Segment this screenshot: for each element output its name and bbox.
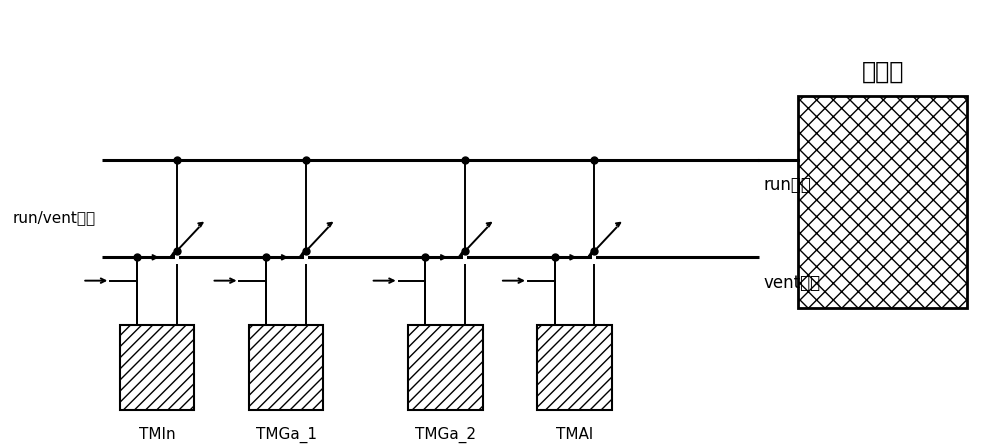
Text: run/vent阀门: run/vent阀门 <box>13 211 96 226</box>
Text: 反应室: 反应室 <box>862 59 904 83</box>
Bar <box>408 325 483 410</box>
Text: TMGa_1: TMGa_1 <box>256 427 317 443</box>
Text: TMGa_2: TMGa_2 <box>415 427 476 443</box>
Text: vent管道: vent管道 <box>764 274 821 292</box>
Bar <box>249 325 323 410</box>
Bar <box>537 325 612 410</box>
Bar <box>120 325 194 410</box>
Bar <box>798 96 967 308</box>
Text: TMIn: TMIn <box>139 427 175 442</box>
Text: run管道: run管道 <box>764 176 811 194</box>
Text: TMAl: TMAl <box>556 427 593 442</box>
